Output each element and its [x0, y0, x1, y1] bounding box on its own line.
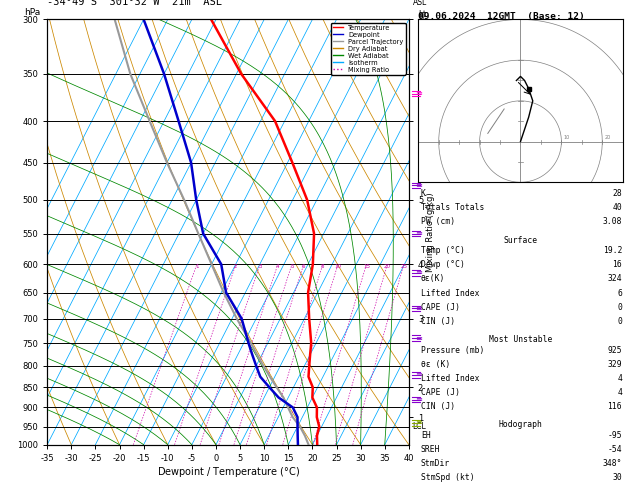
Text: Hodograph: Hodograph [499, 420, 543, 429]
Text: Pressure (mb): Pressure (mb) [421, 346, 484, 355]
Text: 10: 10 [335, 264, 342, 269]
Text: Lifted Index: Lifted Index [421, 374, 479, 383]
Text: θε (K): θε (K) [421, 360, 450, 369]
Text: Dewp (°C): Dewp (°C) [421, 260, 465, 269]
Text: 0: 0 [617, 303, 622, 312]
Text: 8: 8 [321, 264, 325, 269]
Legend: Temperature, Dewpoint, Parcel Trajectory, Dry Adiabat, Wet Adiabat, Isotherm, Mi: Temperature, Dewpoint, Parcel Trajectory… [331, 23, 406, 75]
Text: 348°: 348° [603, 459, 622, 468]
Text: Surface: Surface [504, 236, 538, 245]
Text: 1: 1 [195, 264, 199, 269]
Text: km
ASL: km ASL [413, 0, 427, 7]
Text: CAPE (J): CAPE (J) [421, 303, 460, 312]
Text: 40: 40 [612, 203, 622, 212]
Text: 329: 329 [608, 360, 622, 369]
Text: 20: 20 [604, 135, 611, 139]
Text: ≡: ≡ [415, 370, 422, 379]
Text: ≡: ≡ [415, 418, 422, 427]
Text: 16: 16 [612, 260, 622, 269]
Text: 19.2: 19.2 [603, 246, 622, 255]
Text: 324: 324 [608, 275, 622, 283]
Text: Lifted Index: Lifted Index [421, 289, 479, 297]
Text: 3.08: 3.08 [603, 217, 622, 226]
Text: ≡: ≡ [415, 334, 422, 343]
Text: θε(K): θε(K) [421, 275, 445, 283]
Text: K: K [421, 189, 426, 198]
Text: -54: -54 [608, 445, 622, 454]
Text: ≡: ≡ [415, 395, 422, 404]
Text: CAPE (J): CAPE (J) [421, 388, 460, 397]
Text: 116: 116 [608, 402, 622, 411]
Text: 4: 4 [617, 374, 622, 383]
Text: StmSpd (kt): StmSpd (kt) [421, 473, 474, 482]
Text: Most Unstable: Most Unstable [489, 335, 552, 344]
Text: 28: 28 [612, 189, 622, 198]
Text: 3: 3 [259, 264, 262, 269]
Text: Totals Totals: Totals Totals [421, 203, 484, 212]
Text: CIN (J): CIN (J) [421, 317, 455, 326]
Text: LCL: LCL [413, 422, 426, 431]
Text: 2: 2 [234, 264, 238, 269]
Text: 5: 5 [290, 264, 294, 269]
Text: 09.06.2024  12GMT  (Base: 12): 09.06.2024 12GMT (Base: 12) [418, 12, 585, 21]
Text: -34°49'S  301°32'W  21m  ASL: -34°49'S 301°32'W 21m ASL [47, 0, 222, 7]
Text: PW (cm): PW (cm) [421, 217, 455, 226]
Text: EH: EH [421, 431, 431, 440]
Text: ≡: ≡ [415, 89, 422, 98]
Text: hPa: hPa [24, 8, 40, 17]
Text: ≡: ≡ [415, 181, 422, 190]
Text: ≡: ≡ [415, 304, 422, 313]
Text: ≡: ≡ [415, 229, 422, 238]
Text: ≡: ≡ [415, 268, 422, 278]
Text: 4: 4 [276, 264, 279, 269]
Text: kt: kt [418, 10, 426, 19]
Text: 925: 925 [608, 346, 622, 355]
Text: SREH: SREH [421, 445, 440, 454]
Text: 10: 10 [564, 135, 570, 139]
Text: 25: 25 [400, 264, 408, 269]
X-axis label: Dewpoint / Temperature ($\degree$C): Dewpoint / Temperature ($\degree$C) [157, 466, 299, 480]
Y-axis label: Mixing Ratio (g/kg): Mixing Ratio (g/kg) [426, 192, 435, 272]
Text: 30: 30 [612, 473, 622, 482]
Text: -95: -95 [608, 431, 622, 440]
Text: 20: 20 [384, 264, 391, 269]
Text: Temp (°C): Temp (°C) [421, 246, 465, 255]
Text: 6: 6 [302, 264, 306, 269]
Text: StmDir: StmDir [421, 459, 450, 468]
Text: 15: 15 [363, 264, 370, 269]
Text: 0: 0 [617, 317, 622, 326]
Text: 4: 4 [617, 388, 622, 397]
Text: CIN (J): CIN (J) [421, 402, 455, 411]
Text: 6: 6 [617, 289, 622, 297]
